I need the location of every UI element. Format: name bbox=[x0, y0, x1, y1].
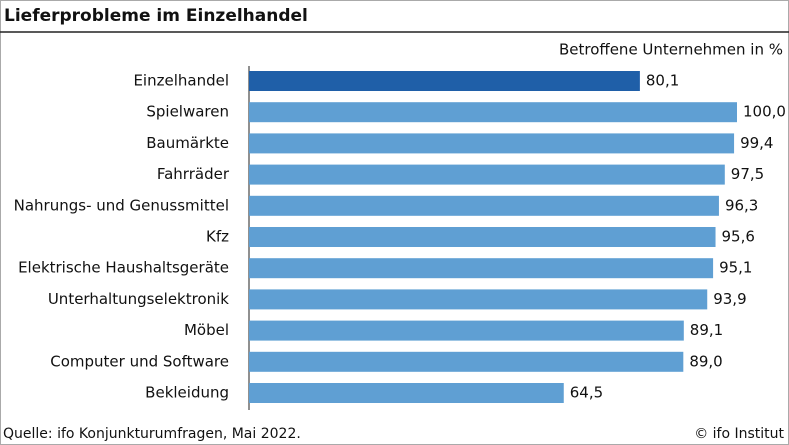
bar bbox=[249, 383, 564, 403]
value-label: 95,1 bbox=[719, 259, 752, 277]
unit-label: Betroffene Unternehmen in % bbox=[559, 41, 783, 59]
copyright: © ifo Institut bbox=[694, 426, 784, 442]
bar bbox=[249, 133, 735, 154]
value-label: 95,6 bbox=[722, 228, 755, 246]
value-label: 99,4 bbox=[740, 134, 773, 152]
source: Quelle: ifo Konjunkturumfragen, Mai 2022… bbox=[3, 426, 301, 442]
category-label: Fahrräder bbox=[157, 165, 230, 183]
value-label: 96,3 bbox=[725, 196, 758, 214]
value-label: 64,5 bbox=[570, 384, 603, 402]
chart-title: Lieferprobleme im Einzelhandel bbox=[4, 6, 308, 26]
category-label: Nahrungs- und Genussmittel bbox=[14, 196, 229, 214]
bar bbox=[249, 320, 684, 341]
bar bbox=[249, 258, 714, 279]
bar bbox=[249, 227, 716, 247]
category-label: Bekleidung bbox=[145, 384, 229, 402]
value-label: 80,1 bbox=[646, 72, 679, 90]
category-label: Elektrische Haushaltsgeräte bbox=[18, 259, 229, 277]
bar bbox=[249, 71, 640, 91]
category-label: Möbel bbox=[184, 321, 229, 339]
value-label: 89,0 bbox=[689, 352, 722, 370]
bar bbox=[249, 351, 684, 372]
bar bbox=[249, 164, 725, 185]
category-label: Computer und Software bbox=[50, 352, 229, 370]
category-label: Unterhaltungselektronik bbox=[48, 290, 229, 308]
value-label: 100,0 bbox=[743, 103, 786, 121]
value-label: 97,5 bbox=[731, 165, 764, 183]
category-label: Baumärkte bbox=[146, 134, 229, 152]
value-label: 93,9 bbox=[713, 290, 746, 308]
bar bbox=[249, 102, 737, 123]
value-label: 89,1 bbox=[690, 321, 723, 339]
category-label: Einzelhandel bbox=[133, 72, 229, 90]
category-label: Spielwaren bbox=[146, 103, 229, 121]
category-label: Kfz bbox=[206, 228, 229, 246]
bar bbox=[249, 289, 708, 310]
bar bbox=[249, 195, 719, 216]
